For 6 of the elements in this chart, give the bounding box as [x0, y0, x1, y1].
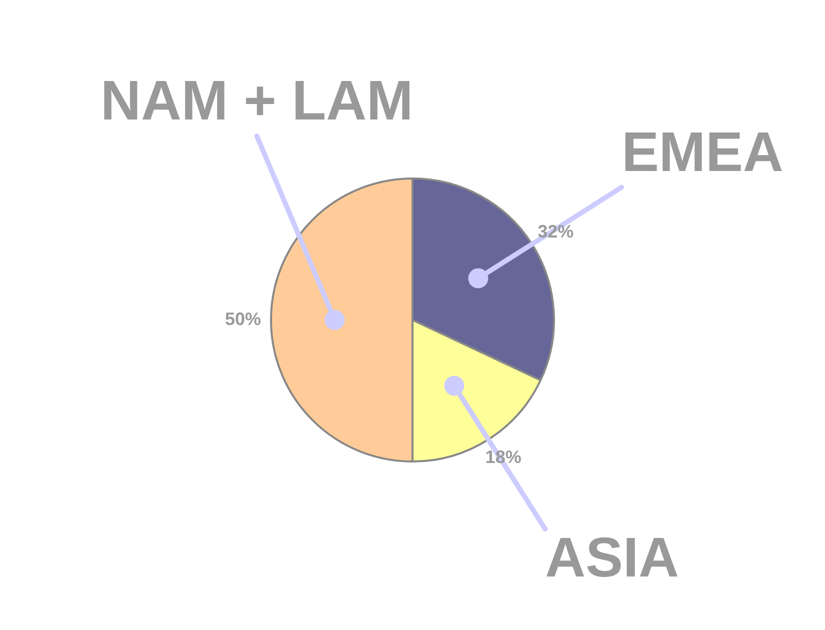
data-label: 32% — [538, 221, 574, 242]
slice-label: EMEA — [622, 120, 784, 183]
data-label: 18% — [485, 447, 522, 468]
slice-label: NAM + LAM — [100, 68, 414, 132]
slice-label: ASIA — [545, 526, 679, 589]
data-label: 50% — [224, 308, 262, 329]
